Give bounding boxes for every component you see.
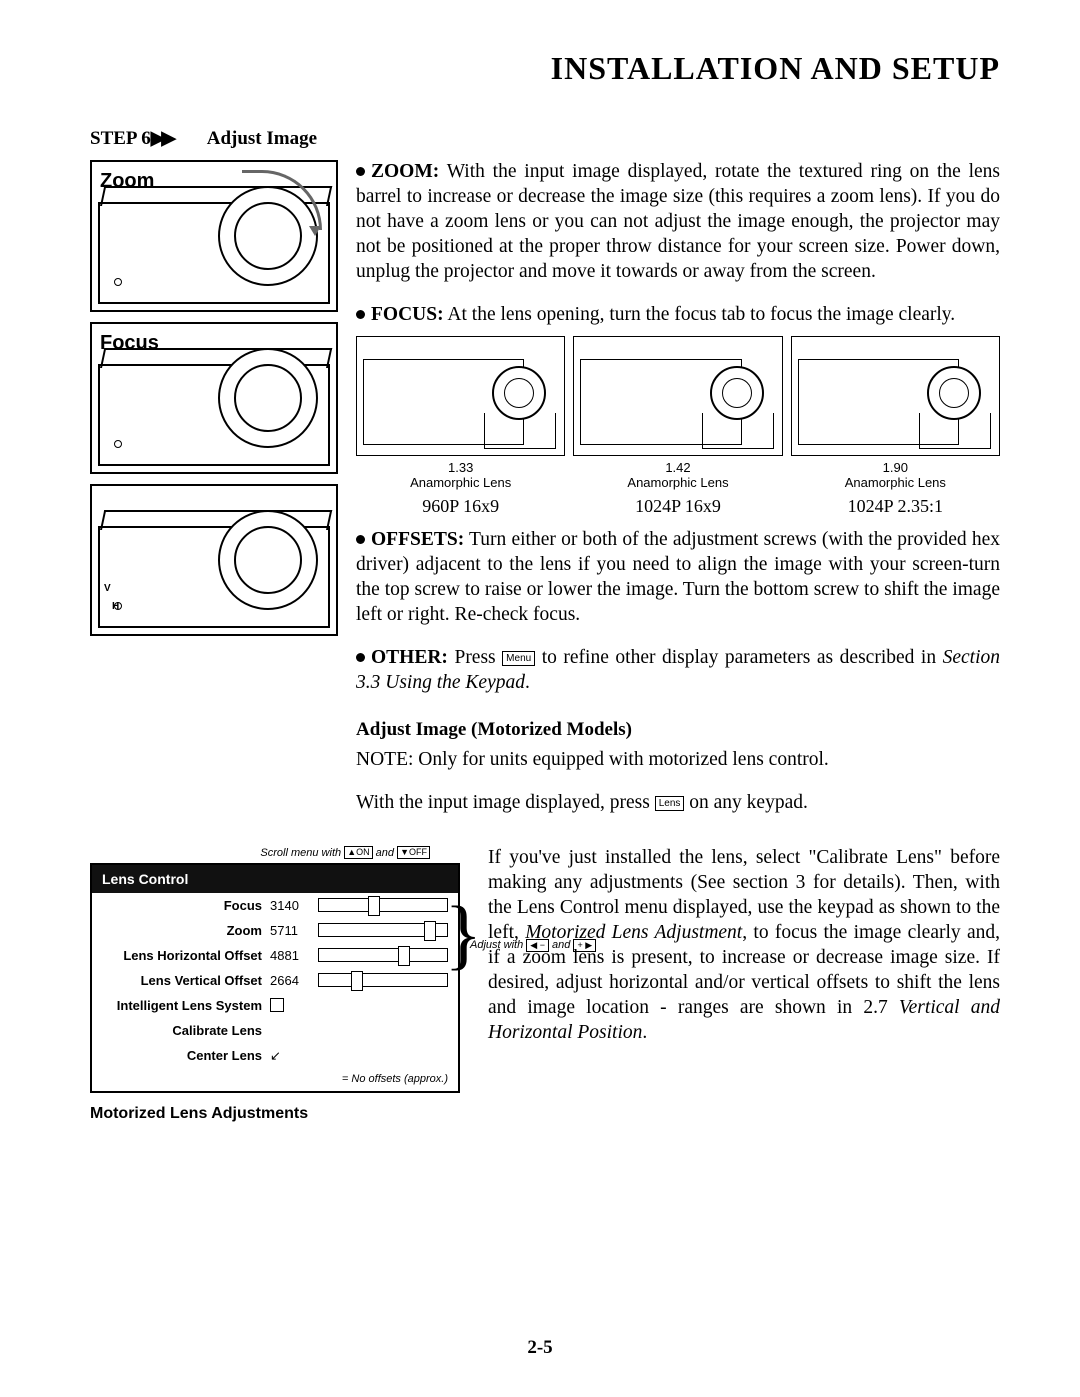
- focus-text: At the lens opening, turn the focus tab …: [447, 304, 955, 325]
- menu-row-center[interactable]: Center Lens ↙: [92, 1043, 458, 1069]
- zoom-arrow-icon: [242, 170, 322, 230]
- scroll-pre: Scroll menu with: [260, 847, 341, 859]
- page-number: 2-5: [0, 1337, 1080, 1359]
- voffset-slider[interactable]: [318, 973, 448, 987]
- press-pre: With the input image displayed, press: [356, 792, 650, 813]
- cap-b2: Anamorphic Lens: [627, 475, 728, 490]
- other-post: to refine other display parameters as de…: [542, 647, 936, 668]
- adjust-pre: Adjust with: [470, 939, 523, 951]
- h-label: H: [112, 601, 119, 612]
- lens-figure-2: [573, 336, 782, 456]
- lens-caption-row-2: 960P 16x9 1024P 16x9 1024P 2.35:1: [356, 495, 1000, 518]
- offsets-label: OFFSETS:: [371, 529, 464, 550]
- anamorphic-lens-row: [356, 336, 1000, 456]
- offsets-approx-note: = No offsets (approx.): [92, 1069, 458, 1091]
- other-pre: Press: [454, 647, 495, 668]
- ils-checkbox[interactable]: [270, 998, 284, 1012]
- press-post: on any keypad.: [689, 792, 808, 813]
- menu-row-ils: Intelligent Lens System: [92, 993, 458, 1018]
- menu-caption: Motorized Lens Adjustments: [90, 1105, 460, 1123]
- lens-figure-1: [356, 336, 565, 456]
- scroll-hint: Scroll menu with ▲ON and ▼OFF: [90, 846, 460, 859]
- cap-a1: 1.33: [448, 460, 473, 475]
- left-figures-column: Zoom Focus V H: [90, 160, 338, 816]
- zoom-paragraph: ZOOM: With the input image displayed, ro…: [356, 160, 1000, 285]
- cap-a2: Anamorphic Lens: [410, 475, 511, 490]
- focus-slider[interactable]: [318, 898, 448, 912]
- zoom-figure: Zoom: [90, 160, 338, 312]
- hoffset-row-label: Lens Horizontal Offset: [102, 948, 262, 963]
- v-label: V: [104, 583, 111, 594]
- offsets-figure: V H: [90, 484, 338, 636]
- lens-figure-3: [791, 336, 1000, 456]
- cap2-b: 1024P 16x9: [573, 495, 782, 518]
- focus-figure: Focus: [90, 322, 338, 474]
- step-number: STEP 6: [90, 128, 151, 149]
- menu-row-voffset: Lens Vertical Offset 2664: [92, 968, 458, 993]
- step-heading: STEP 6▶▶ Adjust Image: [90, 127, 1000, 150]
- bullet-icon: [356, 535, 365, 544]
- zoom-row-label: Zoom: [102, 923, 262, 938]
- brace-icon: }: [445, 907, 482, 962]
- press-line: With the input image displayed, press Le…: [356, 791, 1000, 816]
- bullet-icon: [356, 310, 365, 319]
- left-keycap: ◀ −: [526, 939, 549, 952]
- center-row-label: Center Lens: [102, 1048, 262, 1063]
- zoom-text: With the input image displayed, rotate t…: [356, 161, 1000, 282]
- scroll-and: and: [376, 847, 394, 859]
- menu-row-focus: Focus 3140: [92, 893, 458, 918]
- voffset-row-value: 2664: [270, 973, 310, 988]
- step-arrows-icon: ▶▶: [151, 128, 172, 149]
- step-label: Adjust Image: [207, 128, 317, 149]
- voffset-row-label: Lens Vertical Offset: [102, 973, 262, 988]
- cap-c1: 1.90: [883, 460, 908, 475]
- hoffset-slider[interactable]: [318, 948, 448, 962]
- menu-keycap: Menu: [502, 651, 535, 666]
- adjust-and: and: [552, 939, 570, 951]
- other-paragraph: OTHER: Press Menu to refine other displa…: [356, 646, 1000, 696]
- zoom-row-value: 5711: [270, 923, 310, 938]
- other-label: OTHER:: [371, 647, 448, 668]
- menu-row-hoffset: Lens Horizontal Offset 4881: [92, 943, 458, 968]
- off-keycap: ▼OFF: [397, 846, 430, 859]
- note-line: NOTE: Only for units equipped with motor…: [356, 748, 1000, 773]
- cap-c2: Anamorphic Lens: [845, 475, 946, 490]
- zoom-label: ZOOM:: [371, 161, 439, 182]
- right-keycap: + ▶: [573, 939, 596, 952]
- lens-control-menu: Lens Control Focus 3140 Zoom 5711 Lens H…: [90, 863, 460, 1093]
- right-text-column: ZOOM: With the input image displayed, ro…: [356, 160, 1000, 816]
- bullet-icon: [356, 167, 365, 176]
- page-header: INSTALLATION AND SETUP: [90, 50, 1000, 87]
- focus-row-value: 3140: [270, 898, 310, 913]
- focus-label: FOCUS:: [371, 304, 444, 325]
- ils-row-label: Intelligent Lens System: [102, 998, 262, 1013]
- offsets-paragraph: OFFSETS: Turn either or both of the adju…: [356, 528, 1000, 628]
- focus-paragraph: FOCUS: At the lens opening, turn the foc…: [356, 303, 1000, 328]
- lens-caption-row-1: 1.33Anamorphic Lens 1.42Anamorphic Lens …: [356, 460, 1000, 491]
- menu-column: Scroll menu with ▲ON and ▼OFF Lens Contr…: [90, 846, 460, 1123]
- menu-row-calibrate[interactable]: Calibrate Lens: [92, 1018, 458, 1043]
- calibrate-row-label: Calibrate Lens: [102, 1023, 262, 1038]
- menu-row-zoom: Zoom 5711: [92, 918, 458, 943]
- adjust-hint: Adjust with ◀ − and + ▶: [470, 939, 600, 952]
- on-keycap: ▲ON: [344, 846, 372, 859]
- lens-keycap: Lens: [655, 796, 685, 811]
- focus-row-label: Focus: [102, 898, 262, 913]
- cap-b1: 1.42: [665, 460, 690, 475]
- zoom-slider[interactable]: [318, 923, 448, 937]
- motorized-subheading: Adjust Image (Motorized Models): [356, 718, 1000, 742]
- hoffset-row-value: 4881: [270, 948, 310, 963]
- cap2-a: 960P 16x9: [356, 495, 565, 518]
- menu-title: Lens Control: [92, 865, 458, 893]
- cap2-c: 1024P 2.35:1: [791, 495, 1000, 518]
- bullet-icon: [356, 653, 365, 662]
